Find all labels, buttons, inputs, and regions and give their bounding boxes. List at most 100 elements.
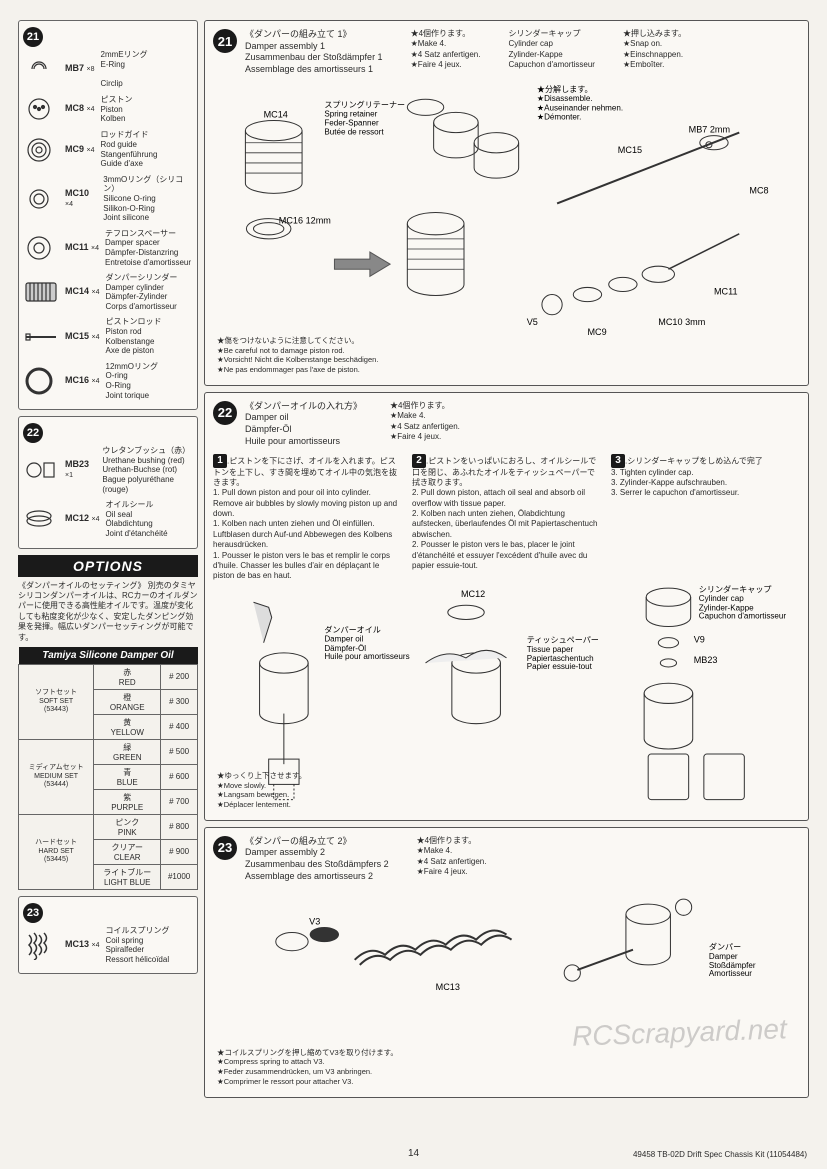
svg-text:Spring retainer: Spring retainer	[324, 109, 377, 118]
step-badge-21: 21	[213, 29, 237, 53]
part-icon	[23, 504, 59, 534]
panel-23: 23 《ダンパーの組み立て 2》 Damper assembly 2 Zusam…	[204, 827, 809, 1098]
oil-table-title: Tamiya Silicone Damper Oil	[19, 647, 198, 665]
step-22-2: 2.ピストンをいっぱいにおろし、オイルシールで口を閉じ、あふれたオイルをティッシ…	[412, 454, 601, 582]
panel-21-note3: ★押し込みます。 ★Snap on. ★Einschnappen. ★Emboî…	[623, 29, 686, 71]
part-row: MB7 ×8 2mmEリングE-RingCirclip	[23, 47, 193, 91]
caution-21: ★傷をつけないように注意してください。 ★Be careful not to d…	[217, 336, 378, 375]
diagram-23: V3 MC13 ダン	[213, 889, 800, 1089]
parts-box-22: 22 MB23 ×1 ウレタンブッシュ（赤）Urethane bushing (…	[18, 416, 198, 548]
step-badge-23-left: 23	[23, 903, 43, 923]
part-icon	[23, 184, 59, 214]
svg-text:★Démonter.: ★Démonter.	[537, 112, 582, 121]
oil-color: 青BLUE	[94, 764, 161, 789]
diagram-22: ダンパーオイル Damper oil Dämpfer-Öl Huile pour…	[213, 582, 800, 812]
part-icon	[23, 277, 59, 307]
part-qty: ×4	[92, 334, 100, 341]
svg-text:MC9: MC9	[587, 327, 606, 337]
right-column: 21 《ダンパーの組み立て 1》 Damper assembly 1 Zusam…	[204, 20, 809, 1104]
oil-color: クリアーCLEAR	[94, 839, 161, 864]
part-row: MC10 ×4 3mmOリング（シリコン）Silicone O-ringSili…	[23, 172, 193, 226]
svg-text:Damper: Damper	[709, 951, 738, 960]
oil-color: 橙ORANGE	[94, 689, 161, 714]
step-22-3: 3.シリンダーキャップをしめ込んで完了 3. Tighten cylinder …	[611, 454, 800, 582]
svg-text:MC8: MC8	[749, 185, 768, 195]
svg-text:Cylinder cap: Cylinder cap	[699, 594, 744, 603]
title-en: Damper assembly 1	[245, 41, 325, 51]
part-row: MC15 ×4 ピストンロッドPiston rodKolbenstangeAxe…	[23, 314, 193, 358]
title-de: Zusammenbau der Stoßdämpfer 1	[245, 52, 383, 62]
part-desc: テフロンスペーサーDamper spacerDämpfer-Distanzrin…	[105, 229, 191, 267]
part-qty: ×4	[87, 147, 95, 154]
step-badge-21-left: 21	[23, 27, 43, 47]
part-qty: ×4	[65, 201, 73, 208]
oil-set: ミディアムセットMEDIUM SET(53444)	[19, 739, 94, 814]
oil-color: ライトブルーLIGHT BLUE	[94, 864, 161, 889]
label-mc14: MC14	[264, 109, 288, 119]
step-badge-22-left: 22	[23, 423, 43, 443]
panel-21: 21 《ダンパーの組み立て 1》 Damper assembly 1 Zusam…	[204, 20, 809, 386]
part-code: MB23	[65, 459, 89, 469]
part-qty: ×4	[87, 106, 95, 113]
part-desc: 2mmEリングE-RingCirclip	[101, 50, 148, 88]
part-desc: ウレタンブッシュ（赤）Urethane bushing (red)Urethan…	[102, 446, 193, 494]
oil-num: # 500	[161, 739, 198, 764]
part-code: MC14	[65, 286, 89, 296]
panel-23-title: 《ダンパーの組み立て 2》 Damper assembly 2 Zusammen…	[245, 836, 389, 883]
oil-set: ハードセットHARD SET(53445)	[19, 814, 94, 889]
svg-text:★Disassemble.: ★Disassemble.	[537, 94, 593, 103]
oil-num: # 400	[161, 714, 198, 739]
part-desc: ロッドガイドRod guideStangenführungGuide d'axe	[101, 130, 158, 168]
panel-21-note2: シリンダーキャップ Cylinder cap Zylinder-Kappe Ca…	[508, 29, 594, 71]
parts-box-21: 21 MB7 ×8 2mmEリングE-RingCirclip MC8 ×4 ピス…	[18, 20, 198, 410]
svg-text:★分解します。: ★分解します。	[537, 84, 593, 94]
svg-text:ダンパーオイル: ダンパーオイル	[324, 624, 381, 634]
svg-text:Papier essuie-tout: Papier essuie-tout	[527, 662, 593, 671]
part-row: MC8 ×4 ピストンPistonKolben	[23, 91, 193, 127]
part-row: MC12 ×4 オイルシールOil sealÖlabdichtungJoint …	[23, 497, 193, 541]
oil-color: 緑GREEN	[94, 739, 161, 764]
svg-text:MB7 2mm: MB7 2mm	[689, 124, 730, 134]
diagram-21: MC14 スプリングリテーナー Spring retainer Feder-Sp…	[213, 82, 800, 377]
title-fr: Assemblage des amortisseurs 1	[245, 64, 373, 74]
oil-set: ソフトセットSOFT SET(53443)	[19, 664, 94, 739]
title-jp: 《ダンパーの組み立て 1》	[245, 29, 352, 39]
caution-23: ★コイルスプリングを押し縮めてV3を取り付けます。 ★Compress spri…	[217, 1048, 398, 1087]
part-desc: ピストンロッドPiston rodKolbenstangeAxe de pist…	[106, 317, 162, 355]
svg-text:Amortisseur: Amortisseur	[709, 969, 752, 978]
svg-text:スプリングリテーナー: スプリングリテーナー	[324, 99, 405, 109]
part-desc: 12mmOリングO-ringO-RingJoint torique	[106, 362, 158, 400]
oil-num: # 700	[161, 789, 198, 814]
svg-text:Capuchon d'amortisseur: Capuchon d'amortisseur	[699, 611, 787, 620]
svg-text:MC10 3mm: MC10 3mm	[658, 317, 705, 327]
svg-text:★Auseinander nehmen.: ★Auseinander nehmen.	[537, 103, 623, 112]
oil-num: #1000	[161, 864, 198, 889]
oil-num: # 800	[161, 814, 198, 839]
part-code: MC15	[65, 331, 89, 341]
panel-22-steps: 1.ピストンを下にさげ、オイルを入れます。ピストンを上下し、すき間を埋めてオイル…	[213, 454, 800, 582]
options-text-jp: 《ダンパーオイルのセッティング》 別売のタミヤシリコンダンパーオイルは、RCカー…	[18, 581, 198, 643]
part-icon	[23, 94, 59, 124]
options-header: OPTIONS	[18, 555, 198, 577]
footer-code: 49458 TB-02D Drift Spec Chassis Kit (110…	[633, 1150, 807, 1159]
svg-text:MC13: MC13	[436, 982, 460, 992]
part-row: MB23 ×1 ウレタンブッシュ（赤）Urethane bushing (red…	[23, 443, 193, 497]
svg-text:MB23: MB23	[694, 655, 718, 665]
panel-23-note: ★4個作ります。 ★Make 4. ★4 Satz anfertigen. ★F…	[417, 836, 487, 878]
part-icon	[23, 322, 59, 352]
part-desc: オイルシールOil sealÖlabdichtungJoint d'étanch…	[106, 500, 168, 538]
svg-text:ティッシュペーパー: ティッシュペーパー	[527, 636, 599, 645]
oil-num: # 900	[161, 839, 198, 864]
oil-color: ピンクPINK	[94, 814, 161, 839]
oil-num: # 600	[161, 764, 198, 789]
svg-text:Huile pour amortisseurs: Huile pour amortisseurs	[324, 652, 409, 661]
part-code: MC8	[65, 103, 84, 113]
part-desc: ダンパーシリンダーDamper cylinderDämpfer-Zylinder…	[106, 273, 178, 311]
left-column: 21 MB7 ×8 2mmEリングE-RingCirclip MC8 ×4 ピス…	[18, 20, 198, 1104]
step-22-1: 1.ピストンを下にさげ、オイルを入れます。ピストンを上下し、すき間を埋めてオイル…	[213, 454, 402, 582]
svg-text:V5: V5	[527, 317, 538, 327]
part-desc: 3mmOリング（シリコン）Silicone O-ringSilikon-O-Ri…	[103, 175, 193, 223]
part-row: MC11 ×4 テフロンスペーサーDamper spacerDämpfer-Di…	[23, 226, 193, 270]
part-code: MC9	[65, 144, 84, 154]
oil-color: 赤RED	[94, 664, 161, 689]
